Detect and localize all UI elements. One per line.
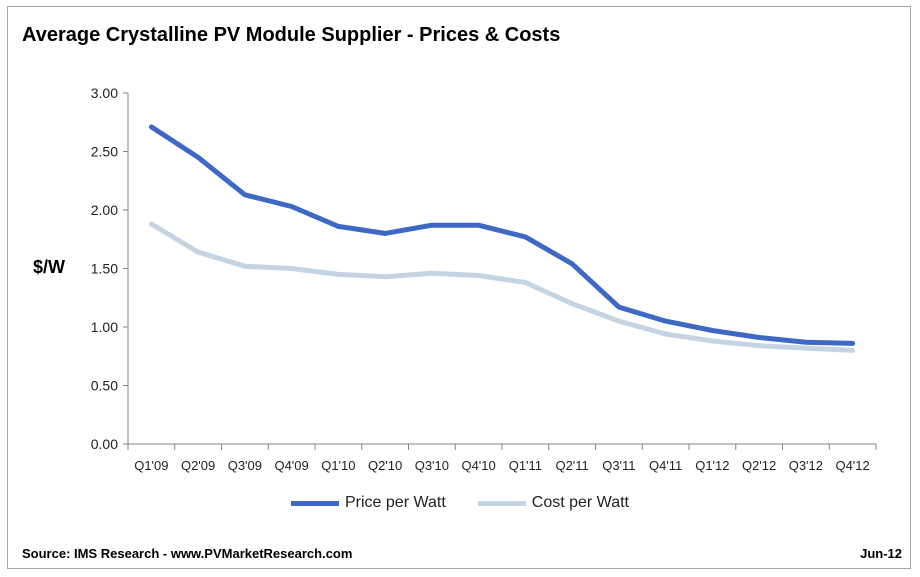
x-tick-label: Q2'11 (555, 458, 588, 473)
data-point-price (804, 340, 808, 344)
data-point-cost (243, 264, 247, 268)
data-point-cost (477, 274, 481, 278)
y-axis-label: $/W (33, 257, 66, 277)
data-point-cost (430, 271, 434, 275)
data-point-price (196, 155, 200, 159)
legend-swatch-cost (477, 500, 526, 506)
y-tick-label: 1.00 (91, 319, 118, 335)
data-point-cost (664, 332, 668, 336)
x-tick-label: Q1'11 (509, 458, 542, 473)
x-tick-label: Q2'10 (368, 458, 402, 473)
legend: Price per Watt Cost per Watt (0, 494, 920, 512)
series-line-cost (148, 221, 856, 353)
y-tick-label: 0.50 (91, 378, 118, 394)
data-point-price (383, 231, 387, 235)
data-point-price (757, 336, 761, 340)
data-point-cost (149, 222, 153, 226)
data-point-cost (290, 267, 294, 270)
series-line-price (148, 124, 856, 346)
data-point-price (851, 341, 855, 345)
data-point-price (477, 223, 481, 227)
date-note: Jun-12 (860, 546, 902, 561)
data-point-price (570, 262, 574, 266)
data-point-price (243, 193, 247, 197)
x-tick-label: Q4'09 (274, 458, 308, 473)
legend-swatch-price (291, 500, 339, 506)
data-point-cost (570, 302, 574, 306)
x-tick-label: Q3'12 (789, 458, 823, 473)
data-point-cost (804, 346, 808, 350)
legend-item-cost: Cost per Watt (477, 494, 629, 512)
data-point-price (617, 305, 621, 309)
x-tick-label: Q2'12 (742, 458, 776, 473)
x-tick-label: Q4'11 (649, 458, 682, 473)
data-point-price (149, 125, 153, 129)
y-tick-label: 2.00 (91, 202, 118, 218)
x-tick-label: Q4'12 (835, 458, 869, 473)
source-note: Source: IMS Research - www.PVMarketResea… (22, 546, 353, 561)
data-point-price (290, 204, 294, 208)
chart-frame (7, 6, 911, 569)
data-point-cost (336, 272, 340, 276)
y-tick-label: 2.50 (91, 144, 118, 160)
x-tick-label: Q1'12 (695, 458, 729, 473)
data-point-price (336, 224, 340, 228)
legend-item-price: Price per Watt (291, 494, 446, 512)
y-tick-label: 3.00 (91, 85, 118, 101)
legend-label-price: Price per Watt (345, 494, 446, 511)
data-point-price (664, 319, 668, 323)
data-point-cost (383, 275, 387, 279)
data-point-price (430, 223, 434, 227)
data-point-cost (757, 344, 761, 348)
data-point-cost (523, 281, 527, 285)
y-tick-label: 1.50 (91, 261, 118, 277)
x-tick-label: Q4'10 (461, 458, 495, 473)
x-tick-label: Q1'10 (321, 458, 355, 473)
x-tick-label: Q1'09 (134, 458, 168, 473)
x-tick-label: Q3'09 (228, 458, 262, 473)
legend-label-cost: Cost per Watt (531, 494, 629, 511)
x-tick-label: Q3'11 (602, 458, 635, 473)
x-tick-label: Q3'10 (415, 458, 449, 473)
data-point-cost (196, 250, 200, 254)
y-tick-label: 0.00 (91, 436, 118, 452)
data-point-cost (851, 348, 855, 352)
data-point-price (710, 329, 714, 333)
data-point-cost (617, 319, 621, 323)
data-point-price (523, 235, 527, 239)
x-tick-label: Q2'09 (181, 458, 215, 473)
data-point-cost (710, 339, 714, 343)
chart-title: Average Crystalline PV Module Supplier -… (22, 24, 561, 46)
